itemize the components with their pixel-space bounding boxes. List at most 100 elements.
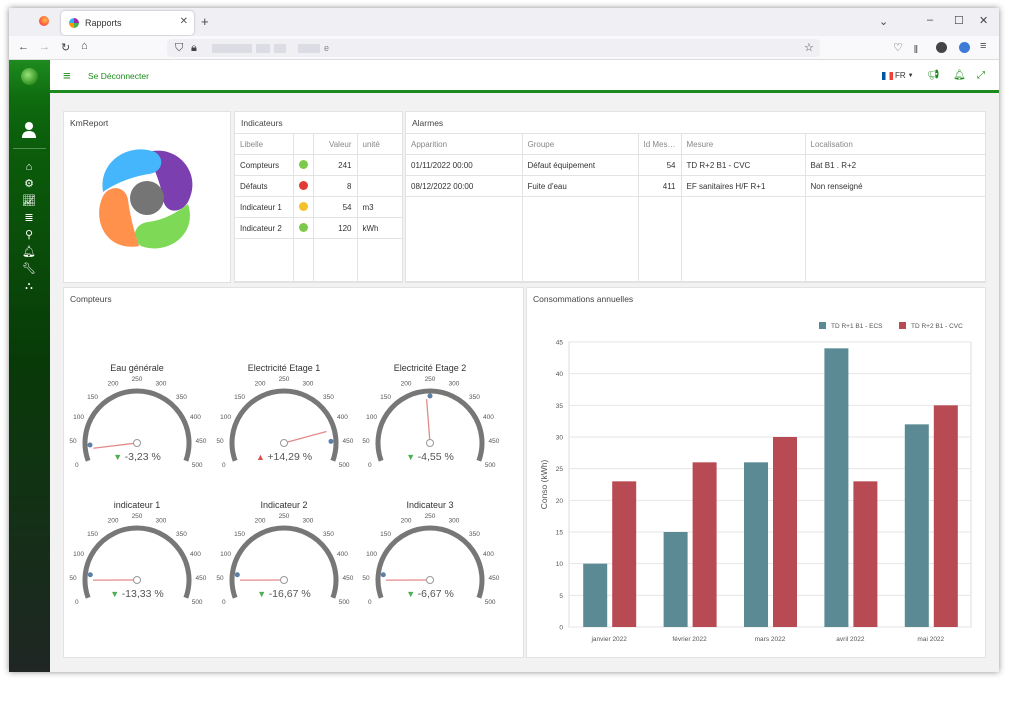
tab-rapports[interactable]: Rapports ✕ (61, 11, 194, 35)
tab-close-icon[interactable]: ✕ (179, 16, 188, 27)
gauge-arc (375, 388, 485, 462)
top-navbar: ≡ Se Déconnecter FR ▼ 📢︎ 🔔︎ ⤢ (50, 60, 999, 93)
wrench-icon[interactable]: 🔧︎ (22, 263, 36, 275)
col-header[interactable]: Localisation (805, 133, 986, 155)
table-row[interactable]: Indicateur 2 120 kWh (235, 217, 403, 239)
legend-swatch (899, 322, 906, 329)
home-icon[interactable]: ⌂ (81, 40, 88, 52)
minimize-icon[interactable]: – (927, 14, 934, 26)
gauge-marker (87, 572, 93, 578)
gauge-change-value: -6,67 % (417, 588, 454, 600)
bar (663, 532, 688, 627)
app-menu-icon[interactable]: ≡ (980, 40, 987, 52)
fullscreen-icon[interactable]: ⤢ (977, 70, 985, 81)
table-header-row: Apparition Groupe Id Mes… Mesure Localis… (406, 133, 986, 155)
new-tab-button[interactable]: + (201, 14, 209, 29)
tab-bar: Rapports ✕ + ⌄ – ☐ ✕ (9, 8, 999, 36)
tab-favicon-icon (69, 18, 79, 28)
col-header[interactable]: Mesure (681, 133, 806, 155)
gauge-tick-label: 150 (234, 394, 245, 401)
gauge-marker (380, 572, 386, 578)
gauge-tick-label: 350 (323, 531, 334, 538)
pocket-icon[interactable]: ♡ (893, 42, 903, 54)
user-icon[interactable] (21, 121, 37, 138)
col-header[interactable]: Apparition (406, 133, 523, 155)
gauge-tick-label: 350 (469, 394, 480, 401)
status-dot (293, 196, 314, 218)
logout-link[interactable]: Se Déconnecter (88, 71, 149, 81)
gauge-tick-label: 500 (339, 599, 350, 606)
gauge-tick-label: 450 (343, 575, 354, 582)
shield-icon: ⛉ (175, 42, 184, 54)
megaphone-icon[interactable]: 📢︎ (927, 70, 940, 81)
database-icon[interactable]: ≣ (24, 212, 34, 224)
home-nav-icon[interactable]: ⌂ (25, 161, 33, 173)
gauge-needle (283, 430, 327, 444)
account-icon[interactable] (936, 42, 947, 53)
col-header[interactable]: unité (357, 133, 403, 155)
gauge-title: Electricité Etage 1 (247, 363, 321, 373)
x-tick-label: février 2022 (672, 636, 707, 643)
table-row[interactable]: 08/12/2022 00:00 Fuite d'eau 411 EF sani… (406, 175, 986, 197)
bell-icon[interactable]: 🔔︎ (22, 246, 36, 258)
y-axis-label: Conso (kWh) (539, 460, 549, 510)
cell-unit (357, 175, 403, 197)
consumption-bar-chart: 0 5 10 15 20 25 30 35 40 45 Conso (kWh) janvier 202… (539, 322, 972, 643)
notification-bell-icon[interactable]: 🔔︎ (953, 70, 966, 81)
app-logo[interactable] (21, 68, 38, 85)
legend-swatch (819, 322, 826, 329)
back-icon[interactable]: ← (18, 41, 29, 53)
library-icon[interactable]: 𝍪 (914, 44, 918, 56)
col-header[interactable]: Valeur (313, 133, 358, 155)
gauge-tick-label: 50 (216, 575, 224, 582)
gear-icon[interactable]: ⚙ (24, 178, 34, 190)
tab-title: Rapports (85, 18, 122, 28)
table-row[interactable]: Défauts 8 (235, 175, 403, 197)
gauge-tick-label: 100 (73, 414, 84, 421)
trend-down-icon: ▼ (110, 589, 122, 599)
list-tabs-icon[interactable]: ⌄ (879, 16, 889, 28)
col-header[interactable]: Groupe (522, 133, 639, 155)
cubes-icon[interactable]: ⛬ (25, 280, 33, 292)
gauge-tick-label: 100 (366, 551, 377, 558)
gauge-tick-label: 0 (222, 599, 226, 606)
gauge-tick-label: 350 (176, 394, 187, 401)
sidebar: ⌂ ⚙ 📈︎ ≣ ⚲ 🔔︎ 🔧︎ ⛬ (9, 60, 50, 672)
reload-icon[interactable]: ↻ (61, 42, 71, 54)
firefox-menu-icon[interactable] (39, 16, 49, 26)
gauge-change: ▼ -3,23 % (77, 451, 197, 463)
chart-line-icon[interactable]: 📈︎ (22, 195, 36, 207)
bar (744, 462, 768, 627)
trend-down-icon: ▼ (406, 589, 418, 599)
cell-date: 01/11/2022 00:00 (406, 154, 523, 176)
gauge-tick-label: 0 (75, 599, 79, 606)
trend-down-icon: ▼ (113, 452, 125, 462)
maximize-icon[interactable]: ☐ (954, 15, 964, 27)
gauge-tick-label: 500 (485, 462, 496, 469)
forward-icon[interactable]: → (39, 41, 50, 53)
table-row[interactable]: Compteurs 241 (235, 154, 403, 176)
gauge-tick-label: 150 (87, 531, 98, 538)
cell-label: Indicateur 1 (235, 196, 294, 218)
cell-group: Défaut équipement (522, 154, 639, 176)
table-row[interactable]: 01/11/2022 00:00 Défaut équipement 54 TD… (406, 154, 986, 176)
search-icon[interactable]: ⚲ (24, 229, 34, 241)
extension-icon[interactable] (959, 42, 970, 53)
cell-date: 08/12/2022 00:00 (406, 175, 523, 197)
navigation-toolbar: ← → ↻ ⌂ ⛉ 🔒︎ e ☆ ♡ 𝍪 ≡ (9, 36, 999, 60)
address-bar[interactable]: ⛉ 🔒︎ e ☆ (167, 39, 820, 57)
close-window-icon[interactable]: ✕ (979, 15, 989, 27)
gauge-tick-label: 250 (425, 376, 436, 383)
col-header[interactable]: Libelle (235, 133, 294, 155)
gauge-hub (133, 576, 141, 584)
bookmark-star-icon[interactable]: ☆ (804, 42, 814, 54)
hamburger-menu-icon[interactable]: ≡ (63, 68, 71, 83)
browser-window: Rapports ✕ + ⌄ – ☐ ✕ ← → ↻ ⌂ ⛉ 🔒︎ e ☆ ♡ … (9, 8, 999, 672)
gauge-arc (229, 525, 339, 599)
gauge-tick-label: 250 (425, 513, 436, 520)
col-header[interactable]: Id Mes… (638, 133, 682, 155)
url-text: e (324, 43, 330, 53)
table-row[interactable]: Indicateur 1 54 m3 (235, 196, 403, 218)
language-selector[interactable]: FR ▼ (882, 71, 914, 80)
gauge-tick-label: 200 (108, 518, 119, 525)
